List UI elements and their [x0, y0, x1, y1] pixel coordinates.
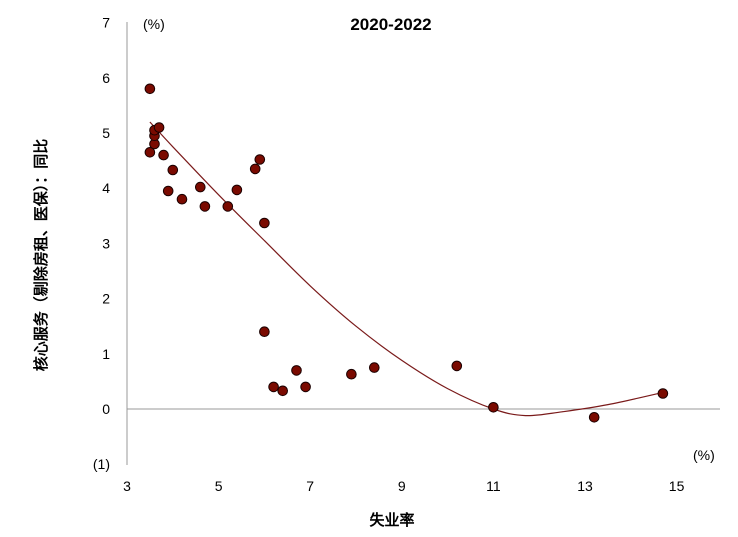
- y-tick-label: 0: [102, 401, 110, 417]
- x-tick-label: 11: [486, 478, 501, 494]
- x-tick-labels: 3 5 7 9 11 13 15: [123, 478, 684, 494]
- x-tick-label: 13: [577, 478, 593, 494]
- scatter-point: [588, 412, 600, 423]
- scatter-point: [657, 388, 669, 399]
- scatter-point: [222, 201, 234, 212]
- scatter-point: [199, 201, 211, 212]
- chart-title: 2020-2022: [350, 15, 431, 34]
- scatter-point: [259, 326, 270, 338]
- scatter-point: [162, 185, 174, 197]
- y-tick-label: 5: [102, 125, 110, 141]
- scatter-point: [231, 184, 243, 196]
- y-tick-label: (1): [93, 456, 110, 472]
- trend-layer: [149, 121, 664, 417]
- scatter-point: [158, 149, 169, 161]
- y-tick-label: 2: [102, 291, 110, 307]
- x-tick-label: 15: [669, 478, 685, 494]
- scatter-point: [254, 154, 266, 165]
- trend-line: [149, 121, 664, 417]
- points-layer: [144, 83, 669, 423]
- y-tick-label: 7: [102, 15, 110, 31]
- scatter-point: [144, 83, 156, 95]
- scatter-point: [369, 362, 380, 373]
- scatter-point: [249, 163, 261, 175]
- scatter-point: [291, 365, 302, 376]
- y-axis-label: 核心服务（剔除房租、医保）：同比: [32, 139, 50, 372]
- scatter-point: [144, 147, 156, 158]
- scatter-point: [277, 385, 289, 397]
- scatter-point: [300, 381, 311, 393]
- x-tick-label: 3: [123, 478, 131, 494]
- scatter-point: [268, 381, 279, 393]
- scatter-point: [167, 164, 179, 176]
- scatter-point: [451, 360, 463, 372]
- scatter-point: [195, 181, 206, 193]
- scatter-point: [259, 217, 270, 229]
- y-tick-label: 3: [102, 235, 110, 251]
- x-tick-label: 7: [306, 478, 314, 494]
- scatter-point: [176, 193, 188, 205]
- x-axis-unit: (%): [693, 447, 715, 463]
- x-axis-label: 失业率: [369, 511, 414, 529]
- scatter-point: [346, 368, 357, 380]
- y-tick-label: 1: [102, 346, 110, 362]
- y-tick-label: 4: [102, 180, 110, 196]
- scatter-point: [153, 122, 165, 133]
- y-tick-label: 6: [102, 70, 110, 86]
- y-axis-unit: (%): [143, 16, 165, 32]
- y-tick-labels: 7 6 5 4 3 2 1 0 (1): [93, 15, 110, 473]
- scatter-point: [488, 402, 499, 413]
- x-tick-label: 9: [398, 478, 406, 494]
- x-tick-label: 5: [215, 478, 223, 494]
